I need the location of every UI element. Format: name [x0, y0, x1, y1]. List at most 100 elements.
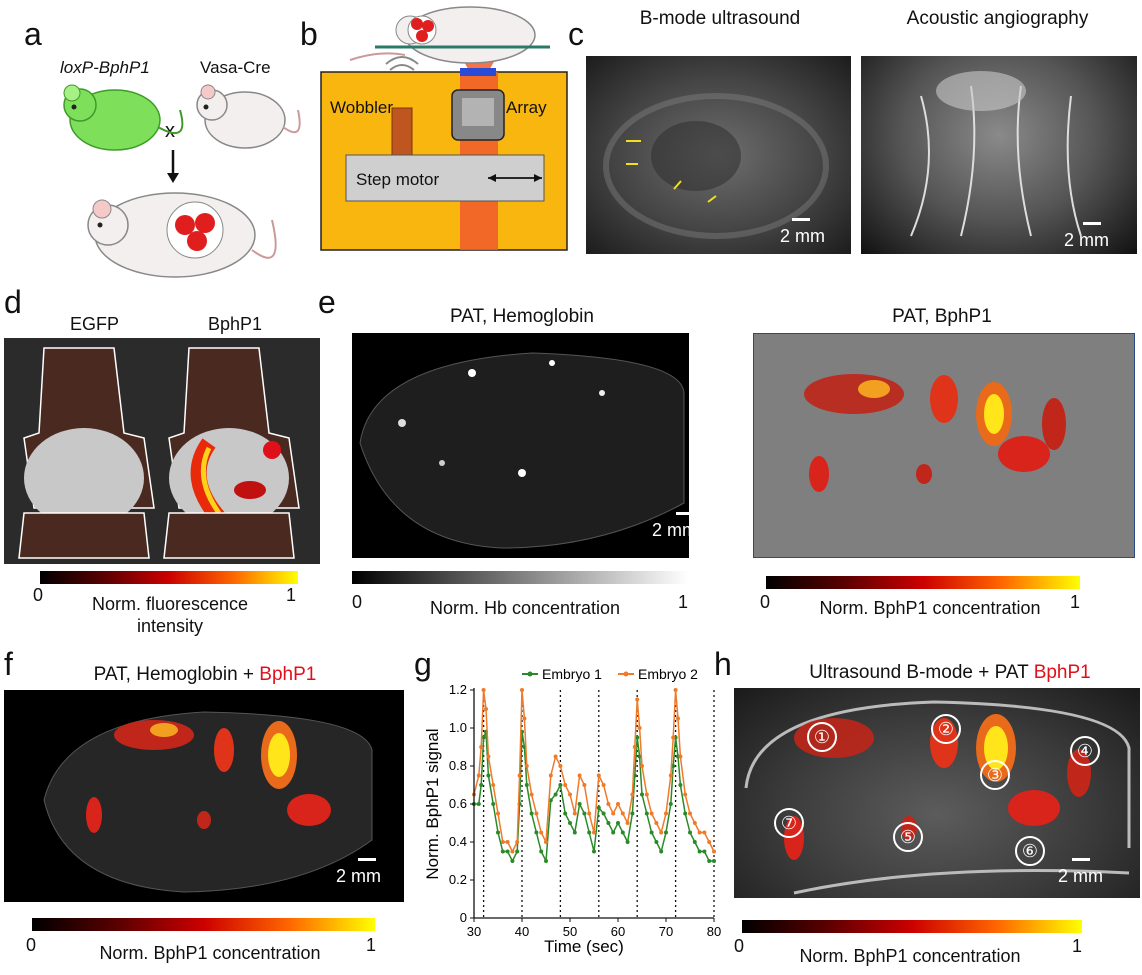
label-vasa-cre: Vasa-Cre — [200, 58, 271, 77]
point-0-57 — [707, 859, 712, 863]
cross-symbol: x — [165, 120, 175, 142]
y-tick-label-3: 0.6 — [449, 796, 467, 811]
point-0-15 — [524, 783, 529, 787]
legend-label-0: Embryo 1 — [542, 666, 602, 682]
series-line-0 — [474, 731, 714, 864]
title-f-highlight: BphP1 — [259, 664, 317, 685]
point-0-23 — [563, 811, 568, 816]
point-1-25 — [572, 811, 577, 816]
marker-2: ② — [931, 714, 961, 744]
label-step-motor: Step motor — [356, 170, 440, 189]
point-0-18 — [539, 849, 544, 854]
fluorescence-image — [4, 338, 320, 564]
point-1-44 — [654, 821, 659, 825]
point-1-21 — [553, 754, 558, 759]
point-0-53 — [688, 830, 692, 835]
x-tick-label-5: 80 — [707, 924, 721, 939]
point-0-52 — [683, 811, 688, 816]
cbar-d-label: Norm. fluorescence intensity — [91, 594, 249, 636]
point-1-24 — [568, 792, 572, 797]
point-0-1 — [476, 802, 481, 806]
point-0-54 — [692, 840, 697, 844]
point-1-20 — [548, 773, 553, 778]
cbar-h-max: 1 — [1072, 936, 1083, 956]
point-1-10 — [510, 849, 515, 854]
cbar-f-max: 1 — [366, 935, 377, 955]
cbar-d-max: 1 — [286, 585, 297, 605]
cbar-h-label: Norm. BphP1 concentration — [799, 946, 1021, 966]
point-1-36 — [625, 821, 630, 825]
title-h-prefix: Ultrasound B-mode + PAT — [809, 662, 1034, 683]
point-1-17 — [534, 811, 539, 816]
x-tick-label-3: 60 — [611, 924, 625, 939]
point-1-23 — [563, 783, 568, 787]
cbar-e-left-min: 0 — [352, 592, 363, 612]
point-1-56 — [702, 830, 707, 835]
scale-bar-c-right — [1083, 222, 1101, 225]
point-0-30 — [596, 805, 601, 810]
panel-label-c: c — [568, 16, 584, 52]
point-1-58 — [712, 849, 716, 854]
point-1-29 — [592, 830, 596, 835]
legend-marker-1 — [623, 671, 629, 677]
colorbar-e-right — [766, 576, 1080, 589]
point-0-19 — [544, 859, 548, 863]
point-1-54 — [692, 821, 697, 825]
colorbar-d — [40, 571, 298, 584]
point-1-55 — [697, 830, 702, 835]
cbar-h-min: 0 — [734, 936, 745, 956]
cbar-e-right-max: 1 — [1070, 592, 1081, 612]
point-1-9 — [505, 840, 510, 844]
point-1-41 — [640, 764, 644, 768]
point-1-43 — [649, 811, 654, 816]
point-0-2 — [479, 783, 484, 787]
point-1-4 — [484, 707, 488, 711]
pat-overlay-image-f — [4, 690, 404, 902]
cbar-d-min: 0 — [33, 585, 44, 605]
point-0-10 — [510, 859, 515, 863]
title-f-prefix: PAT, Hemoglobin + — [93, 664, 260, 685]
point-0-46 — [664, 830, 668, 835]
title-pat-hemoglobin: PAT, Hemoglobin — [450, 306, 594, 327]
point-1-38 — [632, 745, 637, 749]
white-mouse-icon — [196, 84, 301, 149]
point-0-22 — [558, 783, 563, 787]
point-1-40 — [637, 726, 642, 730]
point-0-26 — [577, 802, 582, 806]
point-1-5 — [486, 754, 491, 759]
y-tick-label-5: 1.0 — [449, 720, 467, 735]
cbar-f-min: 0 — [26, 935, 37, 955]
point-0-29 — [592, 849, 596, 854]
point-0-7 — [496, 830, 500, 835]
point-1-37 — [630, 792, 635, 797]
point-1-50 — [676, 716, 680, 721]
title-pat-bphp1: PAT, BphP1 — [892, 306, 992, 327]
label-array: Array — [506, 98, 547, 117]
point-1-47 — [668, 773, 673, 778]
point-0-21 — [553, 792, 558, 797]
pat-hemoglobin-image — [352, 333, 689, 558]
marker-1: ① — [807, 722, 837, 752]
point-1-35 — [620, 811, 625, 816]
point-1-2 — [479, 745, 484, 749]
point-1-14 — [522, 716, 527, 721]
point-1-27 — [582, 783, 587, 787]
point-1-11 — [515, 840, 520, 844]
mouse-illustrations — [63, 84, 301, 278]
point-1-49 — [673, 688, 678, 692]
point-1-39 — [635, 697, 640, 702]
title-angiography: Acoustic angiography — [906, 8, 1089, 29]
point-1-3 — [481, 688, 486, 692]
point-0-36 — [625, 840, 630, 844]
point-0-33 — [611, 830, 616, 835]
scale-bar-e — [676, 512, 694, 515]
cbar-f-label: Norm. BphP1 concentration — [99, 943, 321, 963]
colorbar-e-left — [352, 571, 688, 584]
colorbar-h — [742, 920, 1082, 933]
marker-4: ④ — [1070, 736, 1100, 766]
marker-7: ⑦ — [774, 808, 804, 838]
pregnant-mouse-icon — [87, 192, 277, 278]
point-1-18 — [539, 830, 544, 835]
y-axis-label: Norm. BphP1 signal — [423, 728, 442, 879]
label-loxp-bphp1: loxP-BphP1 — [60, 58, 150, 77]
